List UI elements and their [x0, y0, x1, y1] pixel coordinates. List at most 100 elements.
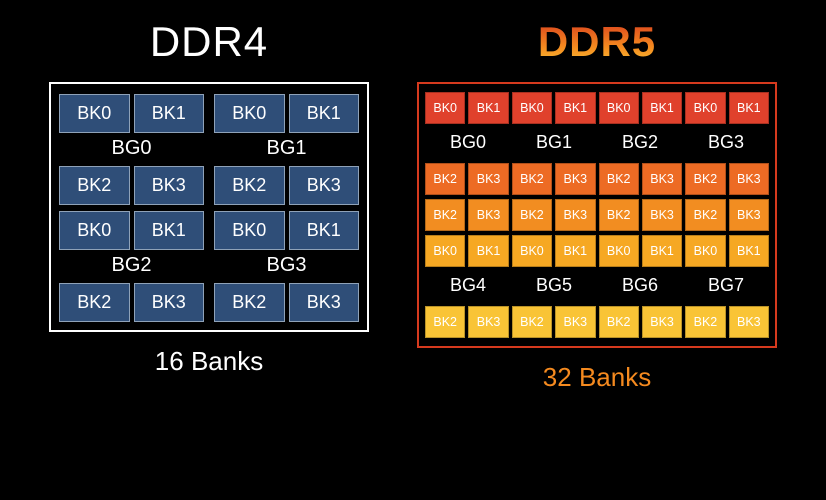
bank-cell: BK0 — [512, 235, 552, 267]
bank-cell: BK0 — [685, 235, 725, 267]
ddr5-bank-pair: BK2BK3 — [685, 306, 769, 338]
bank-cell: BK2 — [425, 306, 465, 338]
ddr4-bg3: BK0 BK1 BG3 BK2 BK3 — [214, 211, 359, 322]
bank-cell: BK1 — [134, 211, 205, 250]
bankgroup-label: BG0 — [59, 133, 204, 166]
bank-cell: BK2 — [214, 166, 285, 205]
ddr5-bank-pair: BK2BK3 — [599, 306, 683, 338]
ddr5-bank-pair: BK0BK1 — [599, 235, 683, 267]
ddr5-bg-row: BG4BG5BG6BG7 — [425, 271, 769, 302]
bank-cell: BK2 — [512, 199, 552, 231]
bank-cell: BK3 — [468, 163, 508, 195]
ddr5-bank-pair: BK0BK1 — [425, 235, 509, 267]
bank-cell: BK1 — [555, 92, 595, 124]
ddr4-footer: 16 Banks — [155, 346, 263, 377]
bank-cell: BK1 — [468, 235, 508, 267]
bank-cell: BK1 — [289, 94, 360, 133]
ddr4-panel: DDR4 BK0 BK1 BG0 BK2 BK3 BK0 BK1 BG1 — [49, 18, 369, 377]
ddr5-bank-pair: BK0BK1 — [599, 92, 683, 124]
bank-cell: BK2 — [214, 283, 285, 322]
bank-cell: BK0 — [425, 92, 465, 124]
ddr5-bank-pair: BK2BK3 — [685, 199, 769, 231]
bankgroup-label: BG6 — [597, 271, 683, 302]
ddr4-bg0: BK0 BK1 BG0 BK2 BK3 — [59, 94, 204, 205]
ddr5-bank-row: BK0BK1BK0BK1BK0BK1BK0BK1 — [425, 235, 769, 267]
ddr5-bank-pair: BK2BK3 — [425, 306, 509, 338]
bank-cell: BK2 — [59, 166, 130, 205]
ddr5-title: DDR5 — [538, 18, 656, 66]
ddr5-bank-pair: BK0BK1 — [685, 235, 769, 267]
bank-cell: BK1 — [468, 92, 508, 124]
bank-cell: BK2 — [685, 199, 725, 231]
bankgroup-label: BG3 — [683, 128, 769, 159]
ddr5-bank-pair: BK2BK3 — [599, 163, 683, 195]
bankgroup-label: BG1 — [214, 133, 359, 166]
bank-cell: BK0 — [685, 92, 725, 124]
bank-cell: BK2 — [685, 163, 725, 195]
bank-cell: BK0 — [59, 94, 130, 133]
bank-cell: BK3 — [642, 306, 682, 338]
bank-cell: BK3 — [134, 166, 205, 205]
ddr4-row-1: BK0 BK1 BG2 BK2 BK3 BK0 BK1 BG3 BK2 BK3 — [59, 211, 359, 322]
bankgroup-label: BG4 — [425, 271, 511, 302]
bank-cell: BK1 — [729, 235, 769, 267]
bank-cell: BK2 — [512, 306, 552, 338]
bank-cell: BK1 — [642, 92, 682, 124]
bank-cell: BK3 — [134, 283, 205, 322]
ddr4-bg2: BK0 BK1 BG2 BK2 BK3 — [59, 211, 204, 322]
bank-cell: BK3 — [468, 306, 508, 338]
bank-cell: BK0 — [59, 211, 130, 250]
ddr5-bank-row: BK2BK3BK2BK3BK2BK3BK2BK3 — [425, 306, 769, 338]
bank-cell: BK2 — [59, 283, 130, 322]
bank-cell: BK2 — [599, 306, 639, 338]
ddr4-frame: BK0 BK1 BG0 BK2 BK3 BK0 BK1 BG1 BK2 BK3 — [49, 82, 369, 332]
ddr4-title: DDR4 — [150, 18, 268, 66]
ddr4-bg1: BK0 BK1 BG1 BK2 BK3 — [214, 94, 359, 205]
ddr5-bank-pair: BK2BK3 — [512, 199, 596, 231]
bank-cell: BK0 — [599, 92, 639, 124]
bank-cell: BK2 — [425, 199, 465, 231]
bank-cell: BK3 — [642, 199, 682, 231]
bank-cell: BK0 — [599, 235, 639, 267]
ddr5-bank-pair: BK2BK3 — [425, 199, 509, 231]
bank-cell: BK1 — [642, 235, 682, 267]
bank-cell: BK3 — [468, 199, 508, 231]
ddr5-footer: 32 Banks — [543, 362, 651, 393]
bank-cell: BK3 — [729, 163, 769, 195]
bank-cell: BK3 — [729, 199, 769, 231]
bank-cell: BK3 — [289, 283, 360, 322]
bank-cell: BK2 — [425, 163, 465, 195]
ddr5-bank-pair: BK0BK1 — [512, 92, 596, 124]
bankgroup-label: BG5 — [511, 271, 597, 302]
bank-cell: BK2 — [685, 306, 725, 338]
bankgroup-label: BG3 — [214, 250, 359, 283]
bankgroup-label: BG1 — [511, 128, 597, 159]
bank-cell: BK0 — [425, 235, 465, 267]
ddr5-bank-pair: BK0BK1 — [685, 92, 769, 124]
bankgroup-label: BG2 — [59, 250, 204, 283]
ddr5-bank-pair: BK0BK1 — [512, 235, 596, 267]
bank-cell: BK0 — [214, 94, 285, 133]
bank-cell: BK1 — [555, 235, 595, 267]
bank-cell: BK2 — [512, 163, 552, 195]
bank-cell: BK3 — [555, 199, 595, 231]
bank-cell: BK1 — [289, 211, 360, 250]
bank-cell: BK3 — [729, 306, 769, 338]
ddr5-bank-row: BK0BK1BK0BK1BK0BK1BK0BK1 — [425, 92, 769, 124]
bank-cell: BK2 — [599, 199, 639, 231]
ddr5-bg-row: BG0BG1BG2BG3 — [425, 128, 769, 159]
bank-cell: BK1 — [729, 92, 769, 124]
bank-cell: BK3 — [642, 163, 682, 195]
ddr5-bank-pair: BK2BK3 — [685, 163, 769, 195]
ddr5-panel: DDR5 BK0BK1BK0BK1BK0BK1BK0BK1BG0BG1BG2BG… — [417, 18, 777, 393]
bank-cell: BK3 — [289, 166, 360, 205]
bank-cell: BK3 — [555, 163, 595, 195]
ddr5-bank-row: BK2BK3BK2BK3BK2BK3BK2BK3 — [425, 199, 769, 231]
bank-cell: BK3 — [555, 306, 595, 338]
bank-cell: BK0 — [512, 92, 552, 124]
ddr5-bank-pair: BK2BK3 — [599, 199, 683, 231]
ddr5-bank-pair: BK2BK3 — [425, 163, 509, 195]
bankgroup-label: BG0 — [425, 128, 511, 159]
ddr5-bank-row: BK2BK3BK2BK3BK2BK3BK2BK3 — [425, 163, 769, 195]
ddr4-row-0: BK0 BK1 BG0 BK2 BK3 BK0 BK1 BG1 BK2 BK3 — [59, 94, 359, 205]
